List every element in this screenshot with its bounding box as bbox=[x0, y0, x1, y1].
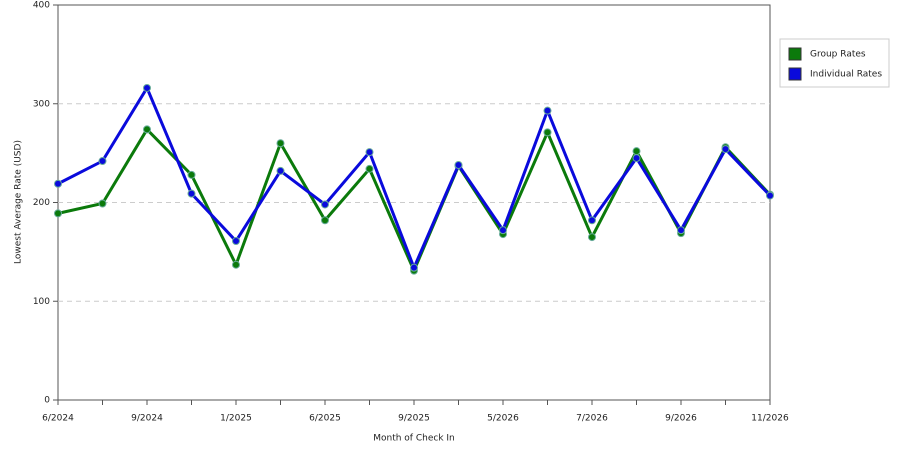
point bbox=[543, 106, 552, 115]
point bbox=[54, 209, 62, 218]
point bbox=[766, 191, 774, 200]
x-axis-title: Month of Check In bbox=[373, 434, 455, 444]
point bbox=[543, 128, 552, 137]
x-tick-label: 6/2025 bbox=[309, 414, 341, 424]
point bbox=[677, 226, 685, 235]
point bbox=[98, 157, 107, 166]
y-tick-label: 100 bbox=[33, 297, 50, 307]
point bbox=[143, 83, 151, 92]
y-tick-label: 400 bbox=[33, 1, 50, 11]
point bbox=[454, 160, 463, 169]
point bbox=[365, 148, 374, 157]
y-tick-label: 200 bbox=[33, 198, 50, 208]
point bbox=[588, 216, 596, 225]
x-tick-label: 6/2024 bbox=[42, 414, 74, 424]
point bbox=[276, 139, 285, 148]
legend-label: Group Rates bbox=[810, 50, 866, 60]
point bbox=[187, 189, 196, 198]
point bbox=[187, 170, 196, 179]
x-tick-label: 9/2024 bbox=[131, 414, 163, 424]
x-tick-label: 11/2026 bbox=[751, 414, 789, 424]
point bbox=[499, 226, 507, 235]
point bbox=[632, 147, 641, 156]
point bbox=[632, 154, 641, 163]
x-tick-label: 5/2026 bbox=[487, 414, 519, 424]
point bbox=[321, 216, 329, 225]
x-tick-label: 9/2026 bbox=[665, 414, 697, 424]
point bbox=[365, 164, 374, 173]
legend-label: Individual Rates bbox=[810, 70, 882, 80]
point bbox=[321, 200, 329, 209]
y-tick-label: 300 bbox=[33, 99, 50, 109]
x-tick-label: 1/2025 bbox=[220, 414, 252, 424]
point bbox=[276, 166, 285, 175]
point bbox=[410, 263, 418, 272]
point bbox=[143, 125, 151, 134]
y-tick-label: 0 bbox=[44, 396, 50, 406]
y-axis-title: Lowest Average Rate (USD) bbox=[14, 140, 24, 264]
legend-swatch bbox=[788, 67, 802, 81]
point bbox=[232, 260, 240, 269]
point bbox=[721, 145, 730, 154]
point bbox=[54, 179, 62, 188]
legend-swatch bbox=[788, 47, 802, 61]
point bbox=[232, 237, 240, 246]
point bbox=[588, 233, 596, 242]
x-tick-label: 7/2026 bbox=[576, 414, 608, 424]
point bbox=[98, 199, 107, 208]
x-tick-label: 9/2025 bbox=[398, 414, 430, 424]
